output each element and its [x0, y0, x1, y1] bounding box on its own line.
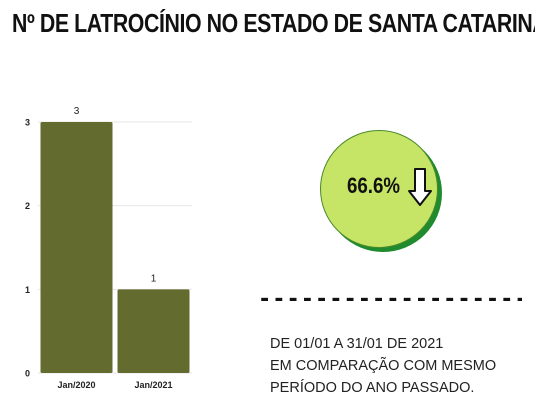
note-line-2: EM COMPARAÇÃO COM MESMO — [270, 358, 497, 374]
note-line-1: DE 01/01 A 31/01 DE 2021 — [270, 336, 444, 352]
y-axis-ticks: 0 1 2 3 — [25, 118, 30, 379]
chart-data-labels: 31 — [74, 106, 157, 284]
change-circle: 66.6% — [320, 130, 438, 248]
period-note: DE 01/01 A 31/01 DE 2021 EM COMPARAÇÃO C… — [270, 333, 532, 399]
x-tick-label: Jan/2021 — [134, 380, 172, 390]
y-tick-label: 3 — [25, 118, 30, 128]
x-axis-ticks: Jan/2020 Jan/2021 — [57, 380, 172, 390]
data-label: 3 — [74, 106, 80, 117]
arrow-down-icon — [408, 168, 432, 206]
bar-jan-2020 — [40, 122, 113, 373]
change-indicator: 66.6% — [320, 130, 442, 252]
x-tick-label: Jan/2020 — [57, 380, 95, 390]
note-line-3: PERÍODO DO ANO PASSADO. — [270, 380, 475, 396]
y-tick-label: 0 — [25, 369, 30, 379]
percent-change-label: 66.6% — [347, 173, 401, 198]
data-label: 1 — [151, 273, 157, 284]
y-tick-label: 2 — [25, 201, 30, 211]
chart-bars — [40, 122, 190, 373]
y-tick-label: 1 — [25, 285, 30, 295]
bar-jan-2021 — [117, 289, 190, 373]
dashed-divider: -------------------- — [258, 287, 522, 312]
